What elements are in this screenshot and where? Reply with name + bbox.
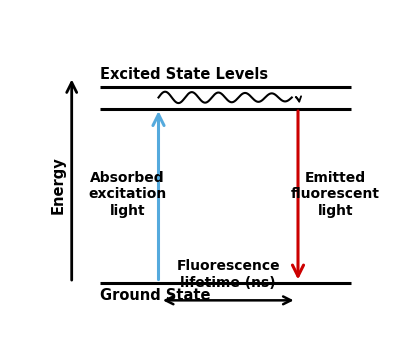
Text: Fluorescence
lifetime (ns): Fluorescence lifetime (ns) [176,259,280,290]
Text: Absorbed
excitation
light: Absorbed excitation light [88,171,167,218]
Text: Emitted
fluorescent
light: Emitted fluorescent light [291,171,380,218]
Text: Ground State: Ground State [100,288,210,303]
Text: Excited State Levels: Excited State Levels [100,68,268,82]
Text: Energy: Energy [50,156,65,214]
